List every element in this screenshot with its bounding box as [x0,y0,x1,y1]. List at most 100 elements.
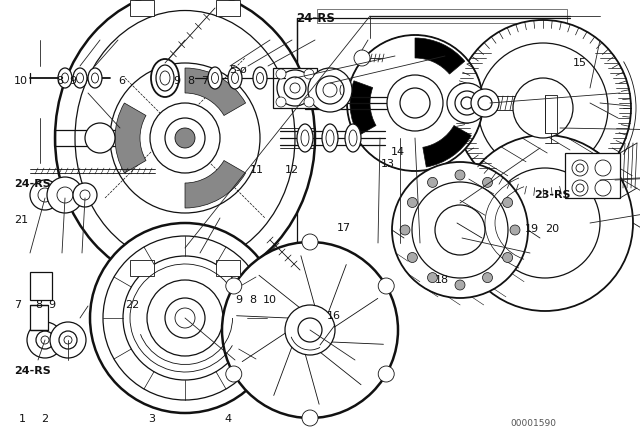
Bar [131,0,154,16]
Circle shape [30,180,60,210]
Circle shape [47,177,83,213]
Circle shape [123,256,247,380]
Circle shape [316,76,344,104]
Bar [131,260,154,276]
Text: 24-RS: 24-RS [14,179,51,189]
Circle shape [483,273,493,283]
Circle shape [285,305,335,355]
Text: 8: 8 [56,76,63,86]
Circle shape [175,128,195,148]
Ellipse shape [232,73,239,83]
Circle shape [447,83,487,123]
Circle shape [276,69,286,79]
Text: 8: 8 [35,300,42,310]
Circle shape [308,68,352,112]
Text: 15: 15 [573,58,587,68]
Circle shape [304,97,314,107]
Ellipse shape [88,68,102,88]
Circle shape [302,234,318,250]
Text: 1: 1 [19,414,26,424]
Circle shape [323,83,337,97]
Text: 12: 12 [285,165,299,175]
Ellipse shape [58,68,72,88]
Ellipse shape [160,71,170,85]
Circle shape [73,183,97,207]
Text: 2: 2 [42,414,49,424]
Circle shape [483,177,493,187]
Text: 24-RS: 24-RS [14,366,51,376]
Ellipse shape [228,67,242,89]
Ellipse shape [92,73,99,83]
Circle shape [428,177,438,187]
Circle shape [90,223,280,413]
Text: 18: 18 [435,275,449,285]
Circle shape [455,91,479,115]
Text: 00001590: 00001590 [510,418,556,427]
Circle shape [510,225,520,235]
Circle shape [457,135,633,311]
Ellipse shape [253,67,267,89]
Ellipse shape [55,0,315,285]
Bar [216,0,240,16]
Ellipse shape [301,130,309,146]
Circle shape [304,69,314,79]
Circle shape [408,253,417,263]
Text: 9: 9 [235,295,242,305]
Text: 5-ø: 5-ø [229,65,247,74]
Circle shape [471,89,499,117]
Circle shape [461,97,473,109]
Text: 8: 8 [250,295,257,305]
Circle shape [455,20,631,196]
Ellipse shape [208,67,222,89]
Wedge shape [415,38,465,74]
Ellipse shape [77,73,83,83]
Circle shape [513,78,573,138]
Text: 23-RS: 23-RS [534,190,571,200]
Circle shape [165,298,205,338]
Circle shape [412,182,508,278]
Text: 19: 19 [525,224,539,234]
Circle shape [428,273,438,283]
Circle shape [103,236,267,400]
Ellipse shape [257,73,264,83]
Circle shape [595,180,611,196]
Text: 21: 21 [14,215,28,224]
Bar [216,260,240,276]
Ellipse shape [75,10,295,266]
Text: 7: 7 [14,300,21,310]
Text: 20: 20 [545,224,559,234]
Text: 9: 9 [173,76,180,86]
Circle shape [302,410,318,426]
Text: 13: 13 [381,159,395,168]
Circle shape [347,35,483,171]
Ellipse shape [322,124,338,152]
Ellipse shape [211,73,218,83]
Bar [545,95,557,133]
Text: 16: 16 [326,311,340,321]
Circle shape [408,198,417,207]
Circle shape [226,366,242,382]
Ellipse shape [349,130,357,146]
Circle shape [38,188,52,202]
Text: 3: 3 [148,414,156,424]
Ellipse shape [156,65,174,91]
Circle shape [455,280,465,290]
Circle shape [64,336,72,344]
Circle shape [378,366,394,382]
Circle shape [41,336,49,344]
Circle shape [392,162,528,298]
Ellipse shape [73,68,87,88]
Circle shape [150,103,220,173]
Circle shape [50,322,86,358]
Circle shape [572,160,588,176]
Text: 9: 9 [48,300,55,310]
Circle shape [165,118,205,158]
Text: 8: 8 [187,76,194,86]
Circle shape [595,160,611,176]
Circle shape [478,96,492,110]
Circle shape [59,331,77,349]
Circle shape [455,170,465,180]
Ellipse shape [151,59,179,97]
Bar [273,68,317,108]
Wedge shape [185,160,246,208]
